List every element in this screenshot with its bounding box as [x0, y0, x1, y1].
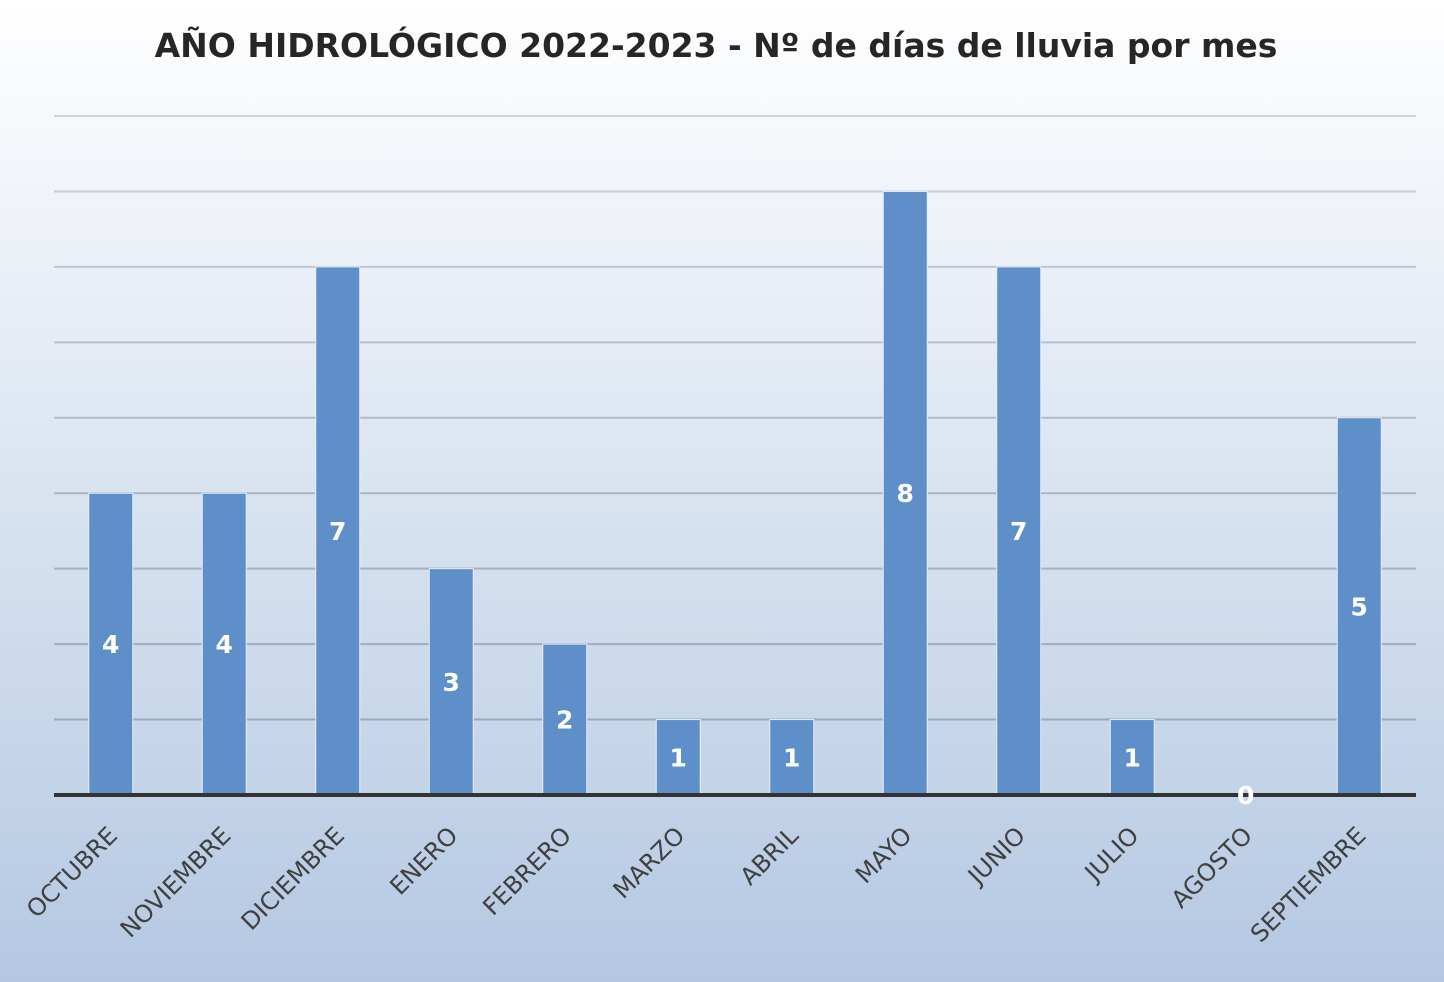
data-label: 0	[1237, 781, 1254, 810]
chart-title: AÑO HIDROLÓGICO 2022-2023 - Nº de días d…	[155, 25, 1278, 65]
data-label: 2	[556, 706, 573, 735]
data-label: 5	[1351, 592, 1368, 621]
data-label: 1	[1124, 743, 1141, 772]
bar	[769, 719, 815, 796]
bar	[1336, 417, 1382, 796]
data-label: 4	[102, 630, 119, 659]
bar	[315, 266, 361, 796]
data-label: 7	[329, 517, 346, 546]
bar	[655, 719, 701, 796]
bar	[542, 643, 588, 796]
bar	[88, 492, 134, 796]
bar	[428, 568, 474, 796]
data-label: 1	[783, 743, 800, 772]
data-label: 3	[443, 668, 460, 697]
data-label: 4	[216, 630, 233, 659]
data-label: 7	[1010, 517, 1027, 546]
data-label: 1	[670, 743, 687, 772]
bar	[1109, 719, 1155, 796]
bar	[882, 190, 928, 796]
bar	[996, 266, 1042, 796]
data-label: 8	[897, 479, 914, 508]
